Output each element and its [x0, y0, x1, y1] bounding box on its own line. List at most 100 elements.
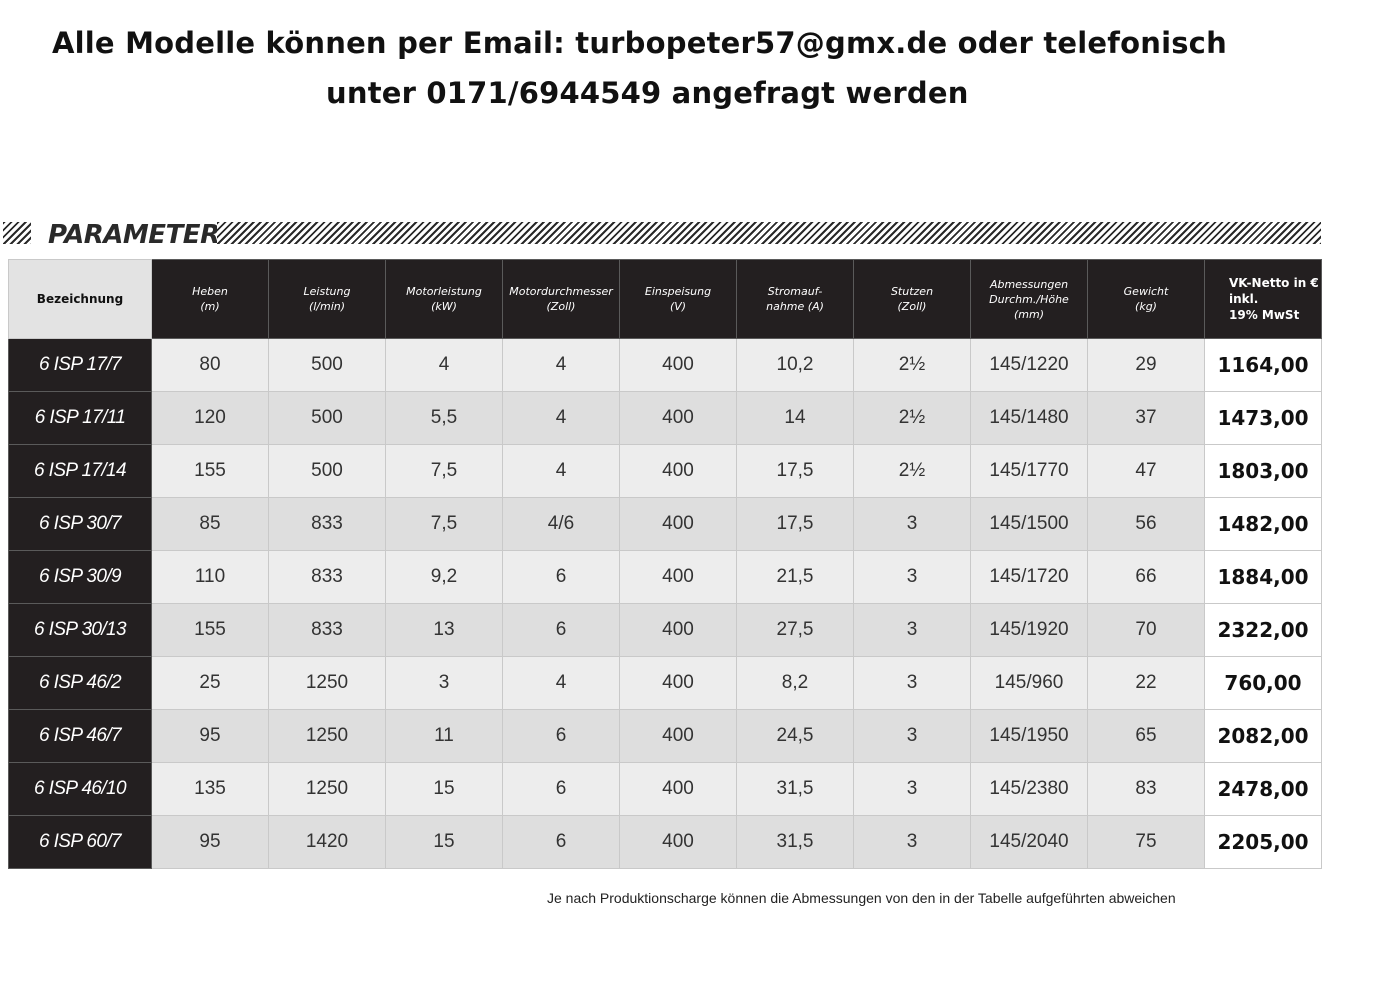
- cell-stutzen: 2½: [853, 338, 971, 392]
- cell-abmessungen: 145/1770: [970, 444, 1088, 498]
- cell-strom: 14: [736, 391, 854, 445]
- cell-leistung: 1250: [268, 762, 386, 816]
- hatch-decoration-right: [217, 222, 1321, 244]
- cell-name: 6 ISP 30/13: [8, 603, 152, 657]
- cell-stutzen: 3: [853, 762, 971, 816]
- cell-einspeisung: 400: [619, 391, 737, 445]
- cell-preis: 1803,00: [1204, 444, 1322, 498]
- cell-heben: 110: [151, 550, 269, 604]
- cell-preis: 2322,00: [1204, 603, 1322, 657]
- col-header-unit: (V): [669, 300, 687, 313]
- cell-stutzen: 3: [853, 815, 971, 869]
- cell-abmessungen: 145/1480: [970, 391, 1088, 445]
- cell-motordurchmesser: 6: [502, 709, 620, 763]
- cell-leistung: 833: [268, 550, 386, 604]
- cell-abmessungen: 145/1500: [970, 497, 1088, 551]
- col-header-vk-netto: VK-Netto in € inkl. 19% MwSt: [1204, 259, 1322, 339]
- cell-strom: 17,5: [736, 497, 854, 551]
- cell-gewicht: 75: [1087, 815, 1205, 869]
- cell-heben: 155: [151, 603, 269, 657]
- col-header-label-2: nahme (A): [766, 300, 824, 313]
- cell-leistung: 500: [268, 391, 386, 445]
- cell-motordurchmesser: 6: [502, 815, 620, 869]
- cell-name: 6 ISP 46/2: [8, 656, 152, 710]
- cell-strom: 17,5: [736, 444, 854, 498]
- table-row: 6 ISP 30/9 110 833 9,2 6 400 21,5 3 145/1720 66 18…: [8, 550, 1322, 604]
- table-row: 6 ISP 46/7 95 1250 11 6 400 24,5 3 145/1950 65 208…: [8, 709, 1322, 763]
- cell-leistung: 833: [268, 497, 386, 551]
- cell-motorleistung: 4: [385, 338, 503, 392]
- table-row: 6 ISP 60/7 95 1420 15 6 400 31,5 3 145/2040 75 220…: [8, 815, 1322, 869]
- cell-preis: 2082,00: [1204, 709, 1322, 763]
- cell-einspeisung: 400: [619, 815, 737, 869]
- cell-name: 6 ISP 17/14: [8, 444, 152, 498]
- cell-abmessungen: 145/2380: [970, 762, 1088, 816]
- cell-motordurchmesser: 6: [502, 603, 620, 657]
- cell-motorleistung: 13: [385, 603, 503, 657]
- col-header-label-2: inkl.: [1229, 292, 1259, 306]
- cell-motorleistung: 7,5: [385, 497, 503, 551]
- col-header-label: Motordurchmesser: [509, 285, 613, 298]
- cell-heben: 95: [151, 815, 269, 869]
- cell-preis: 1164,00: [1204, 338, 1322, 392]
- col-header-label: Gewicht: [1123, 285, 1169, 298]
- cell-name: 6 ISP 46/7: [8, 709, 152, 763]
- cell-heben: 25: [151, 656, 269, 710]
- cell-motordurchmesser: 4/6: [502, 497, 620, 551]
- cell-stutzen: 2½: [853, 444, 971, 498]
- cell-name: 6 ISP 30/9: [8, 550, 152, 604]
- col-header-stromaufnahme: Stromauf- nahme (A): [736, 259, 854, 339]
- cell-heben: 80: [151, 338, 269, 392]
- cell-motordurchmesser: 4: [502, 338, 620, 392]
- cell-stutzen: 3: [853, 550, 971, 604]
- col-header-label: Stromauf-: [767, 285, 823, 298]
- cell-motorleistung: 5,5: [385, 391, 503, 445]
- cell-name: 6 ISP 46/10: [8, 762, 152, 816]
- cell-strom: 8,2: [736, 656, 854, 710]
- col-header-label: VK-Netto in €: [1229, 276, 1319, 290]
- cell-name: 6 ISP 17/7: [8, 338, 152, 392]
- cell-preis: 1473,00: [1204, 391, 1322, 445]
- contact-line-1: Alle Modelle können per Email: turbopete…: [52, 26, 1227, 60]
- col-header-unit: 19% MwSt: [1229, 308, 1300, 322]
- footnote: Je nach Produktionscharge können die Abm…: [547, 890, 1176, 906]
- col-header-motordurchmesser: Motordurchmesser (Zoll): [502, 259, 620, 339]
- cell-strom: 10,2: [736, 338, 854, 392]
- parameter-table: Bezeichnung Heben (m) Leistung (l/min) M…: [8, 259, 1322, 869]
- cell-motorleistung: 15: [385, 815, 503, 869]
- cell-gewicht: 56: [1087, 497, 1205, 551]
- cell-gewicht: 47: [1087, 444, 1205, 498]
- cell-gewicht: 70: [1087, 603, 1205, 657]
- col-header-label: Motorleistung: [406, 285, 482, 298]
- cell-motordurchmesser: 6: [502, 762, 620, 816]
- cell-abmessungen: 145/1720: [970, 550, 1088, 604]
- cell-einspeisung: 400: [619, 709, 737, 763]
- cell-stutzen: 3: [853, 603, 971, 657]
- cell-heben: 155: [151, 444, 269, 498]
- cell-gewicht: 22: [1087, 656, 1205, 710]
- cell-leistung: 833: [268, 603, 386, 657]
- cell-abmessungen: 145/1950: [970, 709, 1088, 763]
- cell-strom: 31,5: [736, 815, 854, 869]
- cell-motorleistung: 9,2: [385, 550, 503, 604]
- table-row: 6 ISP 46/2 25 1250 3 4 400 8,2 3 145/960 22 760,00: [8, 656, 1322, 710]
- cell-motordurchmesser: 6: [502, 550, 620, 604]
- table-row: 6 ISP 46/10 135 1250 15 6 400 31,5 3 145/2380 83 2…: [8, 762, 1322, 816]
- cell-name: 6 ISP 60/7: [8, 815, 152, 869]
- col-header-bezeichnung: Bezeichnung: [8, 259, 152, 339]
- cell-einspeisung: 400: [619, 762, 737, 816]
- cell-abmessungen: 145/1220: [970, 338, 1088, 392]
- col-header-unit: (l/min): [308, 300, 346, 313]
- cell-einspeisung: 400: [619, 550, 737, 604]
- cell-gewicht: 65: [1087, 709, 1205, 763]
- cell-gewicht: 83: [1087, 762, 1205, 816]
- col-header-stutzen: Stutzen (Zoll): [853, 259, 971, 339]
- col-header-unit: (m): [200, 300, 220, 313]
- col-header-unit: (kW): [431, 300, 457, 313]
- parameter-section-header: PARAMETER: [0, 220, 1322, 250]
- cell-heben: 85: [151, 497, 269, 551]
- cell-abmessungen: 145/1920: [970, 603, 1088, 657]
- col-header-unit: (kg): [1135, 300, 1157, 313]
- cell-preis: 2478,00: [1204, 762, 1322, 816]
- table-row: 6 ISP 30/13 155 833 13 6 400 27,5 3 145/1920 70 23…: [8, 603, 1322, 657]
